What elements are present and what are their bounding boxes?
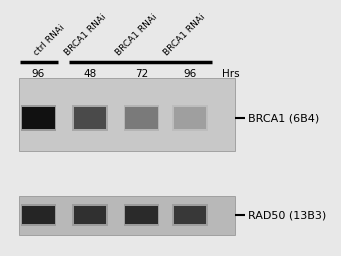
Bar [72,105,108,131]
Text: BRCA1 RNAi: BRCA1 RNAi [63,13,108,58]
Bar [22,206,55,224]
Text: 96: 96 [183,69,196,79]
Text: 48: 48 [83,69,97,79]
Bar [174,107,206,129]
Bar [21,204,56,226]
Text: ctrl RNAi: ctrl RNAi [32,24,66,58]
Bar [125,206,158,224]
Bar [22,107,55,129]
Text: RAD50 (13B3): RAD50 (13B3) [248,210,326,220]
Text: Hrs: Hrs [222,69,240,79]
Bar [19,78,235,151]
Bar [19,196,235,234]
Bar [74,206,106,224]
Text: BRCA1 RNAi: BRCA1 RNAi [163,13,207,58]
Text: 96: 96 [32,69,45,79]
Bar [174,206,206,224]
Text: BRCA1 RNAi: BRCA1 RNAi [114,13,159,58]
Text: BRCA1 (6B4): BRCA1 (6B4) [248,113,319,123]
Bar [125,107,158,129]
Bar [72,204,108,226]
Text: 72: 72 [135,69,148,79]
Bar [172,105,208,131]
Bar [124,105,159,131]
Bar [21,105,56,131]
Bar [74,107,106,129]
Bar [124,204,159,226]
Bar [172,204,208,226]
